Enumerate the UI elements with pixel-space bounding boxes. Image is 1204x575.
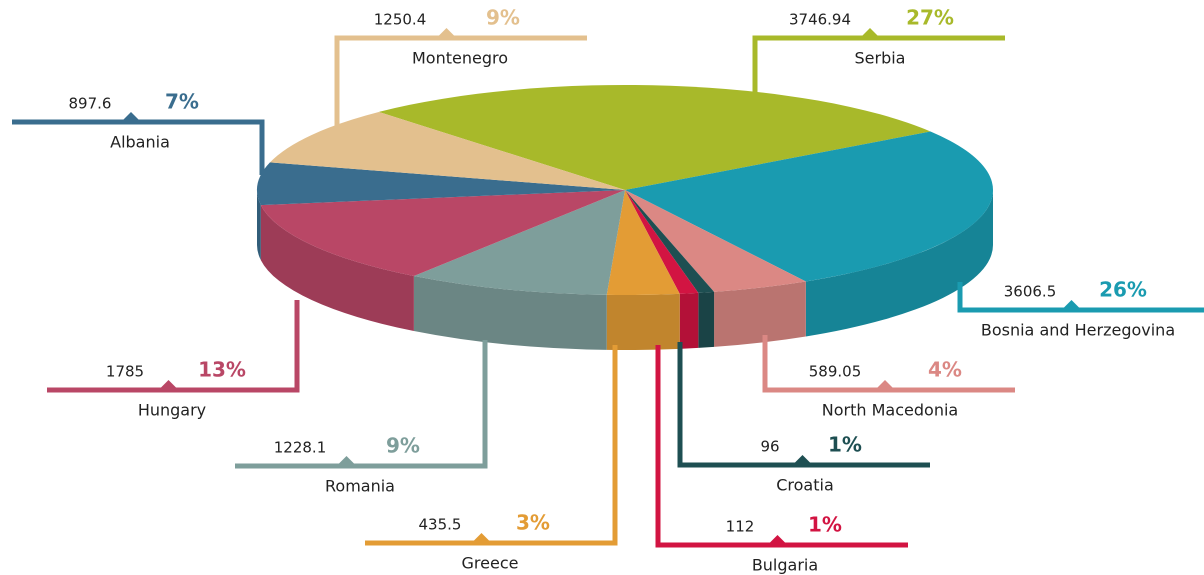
category-label: Albania bbox=[110, 133, 170, 152]
callout-notch bbox=[1061, 300, 1082, 310]
slice bbox=[625, 190, 715, 293]
percent-label: 1% bbox=[808, 513, 842, 537]
value-label: 112 bbox=[726, 518, 755, 536]
category-label: Croatia bbox=[776, 476, 834, 495]
category-label: Serbia bbox=[855, 49, 906, 68]
slice bbox=[269, 111, 625, 190]
slice-side bbox=[714, 281, 806, 347]
slice-side bbox=[679, 292, 699, 349]
value-label: 1250.4 bbox=[374, 11, 427, 29]
slice-side bbox=[260, 205, 414, 332]
callout-notch bbox=[767, 535, 788, 545]
category-label: North Macedonia bbox=[822, 401, 958, 420]
value-label: 3746.94 bbox=[789, 11, 851, 29]
category-label: Bulgaria bbox=[752, 556, 818, 575]
category-label: Montenegro bbox=[412, 49, 508, 68]
slice-side bbox=[606, 293, 680, 351]
slice bbox=[413, 190, 625, 295]
percent-label: 13% bbox=[198, 358, 246, 382]
percent-label: 27% bbox=[906, 6, 954, 30]
slice-side bbox=[698, 291, 715, 348]
callout-notch bbox=[158, 380, 179, 390]
category-label: Greece bbox=[462, 554, 519, 573]
value-label: 897.6 bbox=[69, 95, 112, 113]
value-label: 1228.1 bbox=[274, 439, 327, 457]
value-label: 589.05 bbox=[809, 363, 862, 381]
slice bbox=[625, 190, 806, 292]
slice-side bbox=[413, 276, 607, 350]
percent-label: 26% bbox=[1099, 278, 1147, 302]
category-label: Bosnia and Herzegovina bbox=[981, 321, 1175, 340]
callout-line bbox=[677, 342, 930, 468]
slice-side bbox=[805, 190, 993, 337]
callout-notch bbox=[471, 533, 492, 543]
value-label: 3606.5 bbox=[1004, 283, 1057, 301]
callout-line bbox=[957, 282, 1204, 313]
callout-line bbox=[762, 335, 1015, 393]
value-label: 96 bbox=[760, 438, 779, 456]
callout-notch bbox=[792, 455, 813, 465]
percent-label: 9% bbox=[386, 434, 420, 458]
callout-notch bbox=[875, 380, 895, 390]
callout-notch bbox=[121, 112, 141, 122]
percent-label: 7% bbox=[165, 90, 199, 114]
callout-line bbox=[47, 300, 300, 393]
value-label: 1785 bbox=[106, 363, 144, 381]
callout-line bbox=[655, 345, 908, 548]
callout-notch bbox=[436, 28, 457, 38]
slice bbox=[257, 162, 625, 206]
callout-line bbox=[752, 35, 1005, 110]
percent-label: 3% bbox=[516, 511, 550, 535]
category-label: Romania bbox=[325, 477, 395, 496]
value-label: 435.5 bbox=[419, 516, 462, 534]
slice bbox=[606, 190, 680, 295]
percent-label: 1% bbox=[828, 433, 862, 457]
slice bbox=[625, 131, 993, 282]
callout-notch bbox=[860, 28, 880, 38]
percent-label: 4% bbox=[928, 358, 962, 382]
callout-notch bbox=[336, 456, 357, 466]
category-label: Hungary bbox=[138, 401, 206, 420]
callout-line bbox=[334, 35, 587, 135]
slice bbox=[260, 190, 625, 277]
percent-label: 9% bbox=[486, 6, 520, 30]
slice-side bbox=[257, 190, 261, 261]
slice bbox=[625, 190, 699, 294]
slice bbox=[378, 85, 931, 190]
callout-line bbox=[235, 340, 488, 469]
